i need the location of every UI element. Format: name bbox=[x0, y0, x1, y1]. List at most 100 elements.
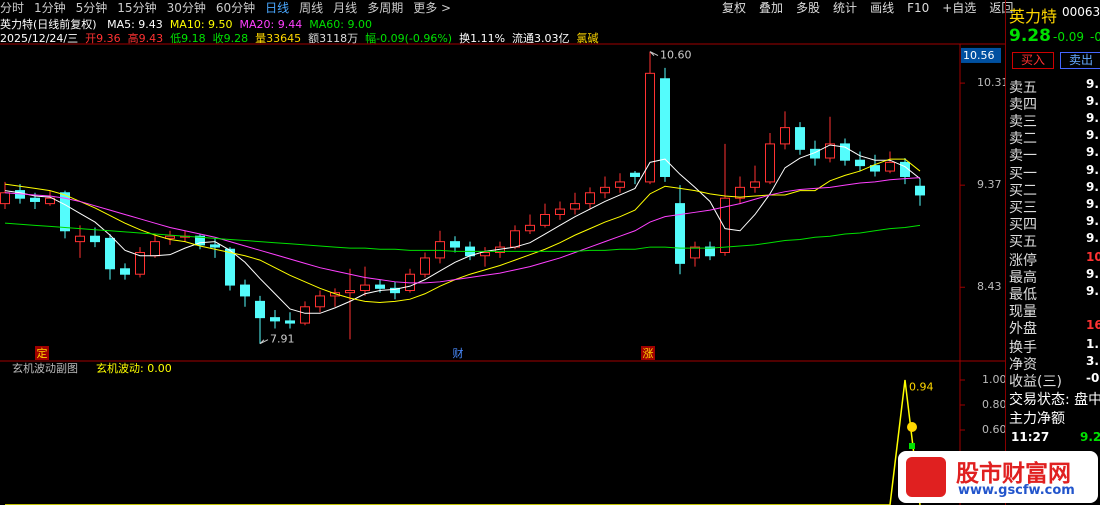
row-value: 9. bbox=[1086, 111, 1099, 125]
row-value: 9. bbox=[1086, 284, 1099, 298]
cursor-price-box bbox=[961, 47, 1001, 63]
row-label: 收益(三) bbox=[1009, 374, 1062, 390]
candle-body bbox=[885, 161, 895, 172]
candle-body bbox=[450, 241, 460, 248]
extreme-label: 10.60 bbox=[660, 49, 692, 62]
period-button[interactable]: 60分钟 bbox=[215, 1, 256, 15]
candle-body bbox=[615, 181, 625, 188]
candle-body bbox=[390, 287, 400, 294]
watermark: 股市财富网 www.gscfw.com bbox=[898, 451, 1098, 503]
extreme-label: 7.91 bbox=[270, 333, 295, 346]
quote-line: 2025/12/24/三 开9.36 高9.43 低9.18 收9.28 量33645 额3… bbox=[0, 31, 606, 47]
extreme-pointer bbox=[259, 339, 269, 345]
period-button[interactable]: 15分钟 bbox=[117, 1, 157, 15]
tool-toolbar: 复权 叠加 多股 统计 画线 F10 +自选 返回 bbox=[722, 0, 1026, 16]
period-button[interactable]: 分时 bbox=[0, 1, 25, 15]
period-button[interactable]: 多周期 bbox=[367, 1, 404, 15]
row-value: 9. bbox=[1086, 163, 1099, 177]
site-name: 股市财富网 bbox=[956, 461, 1071, 487]
event-marker-box bbox=[35, 346, 49, 360]
candle-body bbox=[255, 300, 265, 319]
row-label: 买四 bbox=[1009, 217, 1037, 233]
candle-body bbox=[855, 159, 865, 167]
candle-body bbox=[735, 186, 745, 199]
tool-button[interactable]: +自选 bbox=[942, 1, 977, 15]
candle-body bbox=[645, 72, 655, 183]
row-label: 买一 bbox=[1009, 166, 1037, 182]
candle-body bbox=[630, 172, 640, 177]
quote-item: 氯碱 bbox=[576, 32, 599, 45]
candle-body bbox=[555, 208, 565, 215]
candle-body bbox=[480, 251, 490, 257]
price: 9.28 bbox=[1009, 26, 1051, 46]
sell-button[interactable]: 卖出 bbox=[1060, 52, 1100, 69]
tool-button[interactable]: 复权 bbox=[722, 1, 747, 15]
y-tick-label: 10.31 bbox=[977, 76, 1005, 89]
candle-body bbox=[510, 230, 520, 248]
tool-button[interactable]: 多股 bbox=[796, 1, 821, 15]
candle-body bbox=[870, 165, 880, 172]
candle-body bbox=[540, 213, 550, 226]
legend-item: 玄机波动: 0.00 bbox=[96, 361, 172, 375]
candle-body bbox=[270, 317, 280, 322]
period-button[interactable]: 日线 bbox=[265, 1, 290, 15]
indicator-label: 0.94 bbox=[909, 381, 934, 394]
candle-body bbox=[345, 290, 355, 294]
row-value: 9. bbox=[1086, 145, 1099, 159]
tool-button[interactable]: 统计 bbox=[833, 1, 858, 15]
period-button[interactable]: 1分钟 bbox=[34, 1, 66, 15]
row-label: 卖一 bbox=[1009, 148, 1037, 164]
indicator-icon bbox=[907, 422, 917, 432]
row-value: 9. bbox=[1086, 94, 1099, 108]
tick-time: 11:27 bbox=[1011, 430, 1050, 444]
chart-title: 英力特(日线前复权) bbox=[0, 18, 97, 31]
period-button[interactable]: 月线 bbox=[333, 1, 358, 15]
capital-flow: 主力净额 bbox=[1009, 411, 1065, 427]
candle-body bbox=[780, 127, 790, 145]
period-button[interactable]: 5分钟 bbox=[75, 1, 108, 15]
tool-button[interactable]: 叠加 bbox=[759, 1, 784, 15]
ma-legend-item: MA5: 9.43 bbox=[107, 18, 163, 31]
row-label: 涨停 bbox=[1009, 253, 1037, 269]
period-button[interactable]: 30分钟 bbox=[166, 1, 206, 15]
tool-button[interactable]: 画线 bbox=[870, 1, 895, 15]
tool-button[interactable]: F10 bbox=[907, 1, 930, 15]
candle-body bbox=[135, 251, 145, 275]
row-value: 9. bbox=[1086, 128, 1099, 142]
candle-body bbox=[150, 241, 160, 257]
row-label: 最低 bbox=[1009, 287, 1037, 303]
site-url: www.gscfw.com bbox=[958, 483, 1075, 498]
period-button[interactable]: 更多 > bbox=[413, 1, 452, 15]
candle-body bbox=[60, 192, 70, 232]
buy-button[interactable]: 买入 bbox=[1012, 52, 1054, 69]
row-label: 买五 bbox=[1009, 234, 1037, 250]
quote-item: 额3118万 bbox=[308, 32, 359, 45]
indicator-dot bbox=[909, 443, 915, 449]
candle-body bbox=[120, 268, 130, 275]
row-value: 9. bbox=[1086, 231, 1099, 245]
ma-legend-item: MA20: 9.44 bbox=[239, 18, 303, 31]
quote-item: 高9.43 bbox=[127, 32, 164, 45]
candle-body bbox=[825, 143, 835, 159]
candle-body bbox=[840, 143, 850, 161]
row-label: 卖二 bbox=[1009, 131, 1037, 147]
quote-item: 收9.28 bbox=[212, 32, 249, 45]
candle-body bbox=[420, 257, 430, 275]
row-label: 换手 bbox=[1009, 340, 1037, 356]
candle-body bbox=[330, 292, 340, 297]
candle-body bbox=[0, 192, 10, 205]
stock-code: 00063 bbox=[1062, 5, 1100, 19]
period-button[interactable]: 周线 bbox=[299, 1, 324, 15]
row-value: 9. bbox=[1086, 197, 1099, 211]
y-tick-label: 0.80 bbox=[982, 398, 1005, 411]
candle-body bbox=[210, 244, 220, 248]
event-marker-box bbox=[451, 346, 465, 360]
tool-button[interactable]: 返回 bbox=[989, 1, 1014, 15]
quote-item: 量33645 bbox=[255, 32, 302, 45]
cursor-price: 10.56 bbox=[963, 49, 995, 62]
row-value: 3. bbox=[1086, 354, 1099, 368]
row-value: 163 bbox=[1086, 318, 1100, 332]
row-value: 9. bbox=[1086, 267, 1099, 281]
row-label: 卖三 bbox=[1009, 114, 1037, 130]
